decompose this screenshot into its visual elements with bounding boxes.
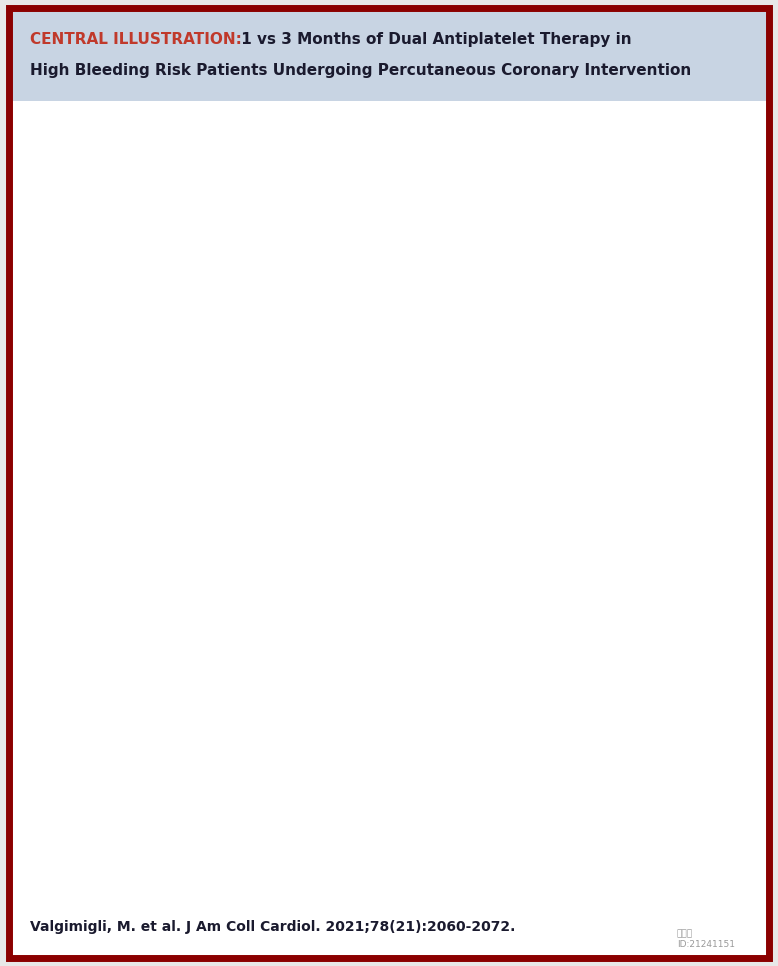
- Text: 7.3%: 7.3%: [209, 286, 240, 299]
- Legend: 1-Month DAPT, 3-Month DAPT: 1-Month DAPT, 3-Month DAPT: [311, 934, 552, 956]
- Text: 7.6%: 7.6%: [208, 577, 241, 589]
- Y-axis label: BARC 2-5 Bleeding: BARC 2-5 Bleeding: [65, 435, 78, 565]
- Bar: [205, 189, 244, 303]
- Text: P = 0.012: P = 0.012: [244, 409, 301, 422]
- Text: P = 0.082: P = 0.082: [244, 781, 301, 795]
- Bar: [301, 186, 339, 303]
- Y-axis label: Death or MI: Death or MI: [65, 168, 78, 251]
- Text: 1 vs 3 Months of Dual Antiplatelet Therapy in: 1 vs 3 Months of Dual Antiplatelet Thera…: [236, 32, 632, 47]
- Text: 1.8%: 1.8%: [622, 286, 656, 299]
- Text: 2.1%: 2.1%: [623, 867, 655, 880]
- Legend: 1-Month DAPT, 3-Month DAPT: 1-Month DAPT, 3-Month DAPT: [311, 354, 552, 376]
- Bar: [205, 828, 244, 884]
- Bar: [620, 525, 658, 593]
- Text: P = 0.015: P = 0.015: [562, 822, 620, 836]
- Text: 3.6%: 3.6%: [208, 867, 241, 880]
- Bar: [620, 275, 658, 303]
- Text: 2.7%: 2.7%: [527, 577, 559, 589]
- Text: P = 0.009: P = 0.009: [562, 497, 620, 509]
- Bar: [620, 851, 658, 884]
- Text: 1.0%: 1.0%: [527, 867, 559, 880]
- Text: CENTRAL ILLUSTRATION:: CENTRAL ILLUSTRATION:: [30, 32, 241, 47]
- Bar: [205, 475, 244, 593]
- Text: 4.7%: 4.7%: [303, 867, 337, 880]
- Text: P = 0.26: P = 0.26: [566, 246, 617, 260]
- Bar: [524, 552, 562, 593]
- Text: High Bleeding Risk Patients Undergoing Percutaneous Coronary Intervention: High Bleeding Risk Patients Undergoing P…: [30, 63, 691, 78]
- Text: 7.5%: 7.5%: [303, 286, 337, 299]
- Bar: [301, 438, 339, 593]
- Legend: 1-Month DAPT, 3-Month DAPT: 1-Month DAPT, 3-Month DAPT: [311, 644, 552, 667]
- Bar: [301, 810, 339, 884]
- Bar: [524, 280, 562, 303]
- Text: Valgimigli, M. et al. J Am Coll Cardiol. 2021;78(21):2060-2072.: Valgimigli, M. et al. J Am Coll Cardiol.…: [30, 921, 515, 934]
- Text: 4.4%: 4.4%: [622, 577, 656, 589]
- FancyBboxPatch shape: [9, 8, 769, 101]
- Text: 10.0%: 10.0%: [300, 577, 341, 589]
- Text: 1.5%: 1.5%: [527, 286, 560, 299]
- Text: P = 0.41: P = 0.41: [247, 157, 298, 171]
- Bar: [524, 868, 562, 884]
- FancyBboxPatch shape: [9, 8, 769, 958]
- Text: 杨进则
ID:21241151: 杨进则 ID:21241151: [677, 929, 735, 949]
- Y-axis label: BARC 3-5 Bleeding: BARC 3-5 Bleeding: [65, 725, 78, 856]
